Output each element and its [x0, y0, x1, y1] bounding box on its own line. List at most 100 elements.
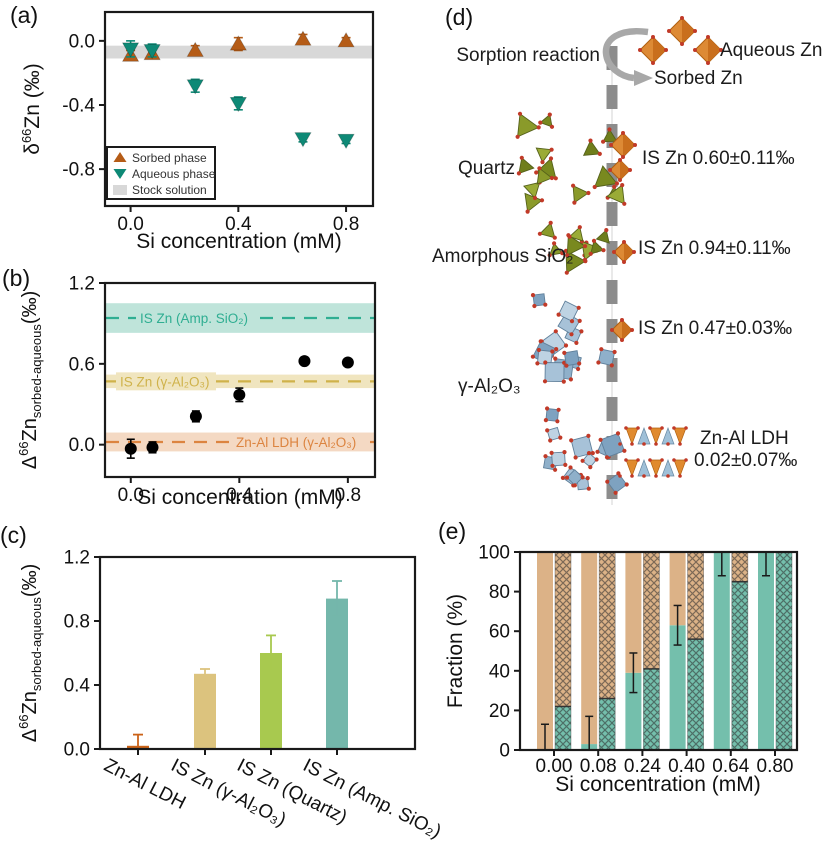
solid-bar-0.24 [625, 552, 642, 750]
legend-marker-aqueous-icon [113, 169, 127, 179]
bar-is-zn-quartz- [260, 653, 282, 749]
panel-a-y-axis-label: δ66Zn (‰) [19, 63, 45, 155]
chart-c-bar: 0.0 0.4 0.8 1.2 [64, 548, 417, 761]
panel-e-label: (e) [438, 518, 467, 544]
hatched-bar-0.80 [775, 551, 793, 751]
tick-label: -0.8 [62, 160, 95, 181]
panel-b: (b) IS Zn (Amp. SiO₂) IS Zn (γ-Al₂O₃) Zn-A… [0, 263, 420, 520]
data-point-marker [294, 132, 312, 148]
solid-bar-0.64 [713, 552, 730, 750]
y-label-subscript: sorbed-aqueous [28, 324, 44, 419]
panel-d: (d) Sorption reaction Aqueous Zn Sorbed … [420, 0, 823, 525]
tick-label: 0.0 [118, 485, 144, 506]
panel-e-y-axis-label: Fraction (%) [444, 593, 467, 709]
y-label-text: Zn [18, 691, 41, 715]
data-point-marker [124, 442, 137, 455]
y-label-unit: (‰) [18, 563, 41, 598]
reference-label-bg [136, 309, 256, 328]
zn-tetrahedron-icon [638, 35, 668, 65]
data-point-marker [298, 355, 311, 368]
data-point-marker [337, 133, 355, 150]
data-point-marker [294, 30, 312, 46]
tick-label: 0.0 [64, 740, 90, 761]
zn-al-ldh-layer-icon [618, 426, 688, 446]
data-point-marker [233, 388, 246, 401]
silica-crystal-structure-icon [537, 220, 610, 275]
y-label-subscript: sorbed-aqueous [28, 597, 44, 692]
panel-c-y-axis-label: Δ66Znsorbed-aqueous(‰) [16, 564, 44, 742]
tick-label: 0.4 [226, 485, 253, 506]
zn-tetrahedron-icon [608, 158, 632, 182]
tick-label: 0.80 [757, 756, 794, 777]
tick-label: 0.00 [536, 756, 573, 777]
panel-a-x-axis-label: Si concentration (mM) [136, 230, 342, 253]
panel-a: (a) 0.0 0.4 0.8 0.0 -0.4 -0.8 Sorbed phase Aque… [0, 0, 420, 263]
aqueous-zn-label: Aqueous Zn [720, 40, 823, 61]
hatched-bar-0.00 [554, 551, 572, 751]
sorption-arrow-head [634, 70, 653, 86]
y-label-superscript: 66 [16, 441, 32, 456]
solid-bar-0.40 [669, 552, 686, 750]
tick-label: 0.64 [712, 756, 749, 777]
legend: Sorbed phase Aqueous phase Stock solution [106, 146, 216, 200]
zn-tetrahedron-icon [693, 35, 723, 65]
is-zn-value-al2o3: IS Zn 0.47±0.03‰ [638, 318, 793, 339]
bar-is-zn-al-o- [194, 673, 216, 749]
hatched-bar-0.64 [731, 551, 749, 751]
silica-crystal-structure-icon [515, 111, 627, 214]
zn-tetrahedron-icon [667, 16, 697, 46]
reference-label-bg [232, 432, 370, 451]
tick-label: 0.40 [668, 756, 705, 777]
alumina-crystal-structure-icon [530, 293, 617, 384]
tick-label: 1.2 [64, 548, 90, 569]
is-zn-value-amorphous-sio2: IS Zn 0.94±0.11‰ [638, 238, 791, 259]
tick-label: 0.8 [333, 214, 359, 235]
sorption-reaction-label: Sorption reaction [456, 45, 600, 66]
sorption-arrow [602, 27, 649, 82]
panel-e: (e) 0.00 0.08 0.24 0.40 0.64 0.80 0 20 40 60 80 100… [430, 518, 823, 814]
tick-label: 0.4 [64, 676, 91, 697]
tick-label: 1.2 [69, 274, 95, 295]
reference-line-label: IS Zn (Amp. SiO₂) [140, 311, 248, 326]
mineral-label-al2o3: γ-Al₂O₃ [458, 376, 521, 397]
panel-a-label: (a) [10, 2, 39, 28]
y-label-superscript: 66 [19, 128, 34, 144]
reference-line-label: Zn-Al LDH (γ-Al₂O₃) [236, 435, 356, 450]
y-label-superscript: 66 [16, 714, 32, 729]
chart-b-scatter: IS Zn (Amp. SiO₂) IS Zn (γ-Al₂O₃) Zn-Al LD… [69, 274, 377, 506]
bar-is-zn-amp-sio- [326, 598, 348, 749]
chart-a-scatter: 0.0 0.4 0.8 0.0 -0.4 -0.8 Sorbed phase Aqueous … [62, 10, 375, 235]
y-label-text: δ [21, 143, 44, 155]
sorption-diagram [515, 16, 723, 505]
solid-bar-0.00 [537, 552, 553, 750]
y-label-text: Δ [18, 728, 41, 743]
y-label-unit: (‰) [18, 290, 41, 325]
data-point-marker [143, 44, 161, 60]
tick-label: 20 [489, 701, 510, 722]
panel-b-x-axis-label: Si concentration (mM) [137, 486, 343, 509]
y-label-text: Δ [18, 455, 41, 470]
stock-solution-band [106, 45, 372, 59]
y-label-text: Zn [18, 418, 41, 442]
plot-frame [98, 555, 417, 751]
hatched-bar-0.40 [687, 551, 705, 751]
tick-label: Aqueous phase [132, 167, 216, 181]
tick-label: 0.8 [64, 612, 90, 633]
panel-d-label: (d) [445, 4, 474, 30]
data-point-marker [146, 441, 159, 454]
chart-e-stacked-bar: 0.00 0.08 0.24 0.40 0.64 0.80 0 20 40 60 80 100 [478, 543, 799, 777]
tick-label: 0.24 [624, 756, 661, 777]
zn-tetrahedron-icon [609, 131, 637, 159]
solid-bar-0.08 [581, 552, 598, 750]
series-aqueous-phase [121, 40, 355, 150]
tick-label: 80 [489, 582, 510, 603]
mineral-label-quartz: Quartz [458, 158, 516, 179]
tick-label: 0.4 [225, 214, 252, 235]
tick-label: 0.0 [69, 435, 95, 456]
data-point-marker [229, 35, 248, 51]
sorbed-zn-label: Sorbed Zn [654, 68, 743, 89]
tick-label: 0 [499, 741, 510, 762]
solid-bar-0.80 [758, 552, 774, 750]
y-label-unit: Zn (‰) [21, 63, 44, 129]
